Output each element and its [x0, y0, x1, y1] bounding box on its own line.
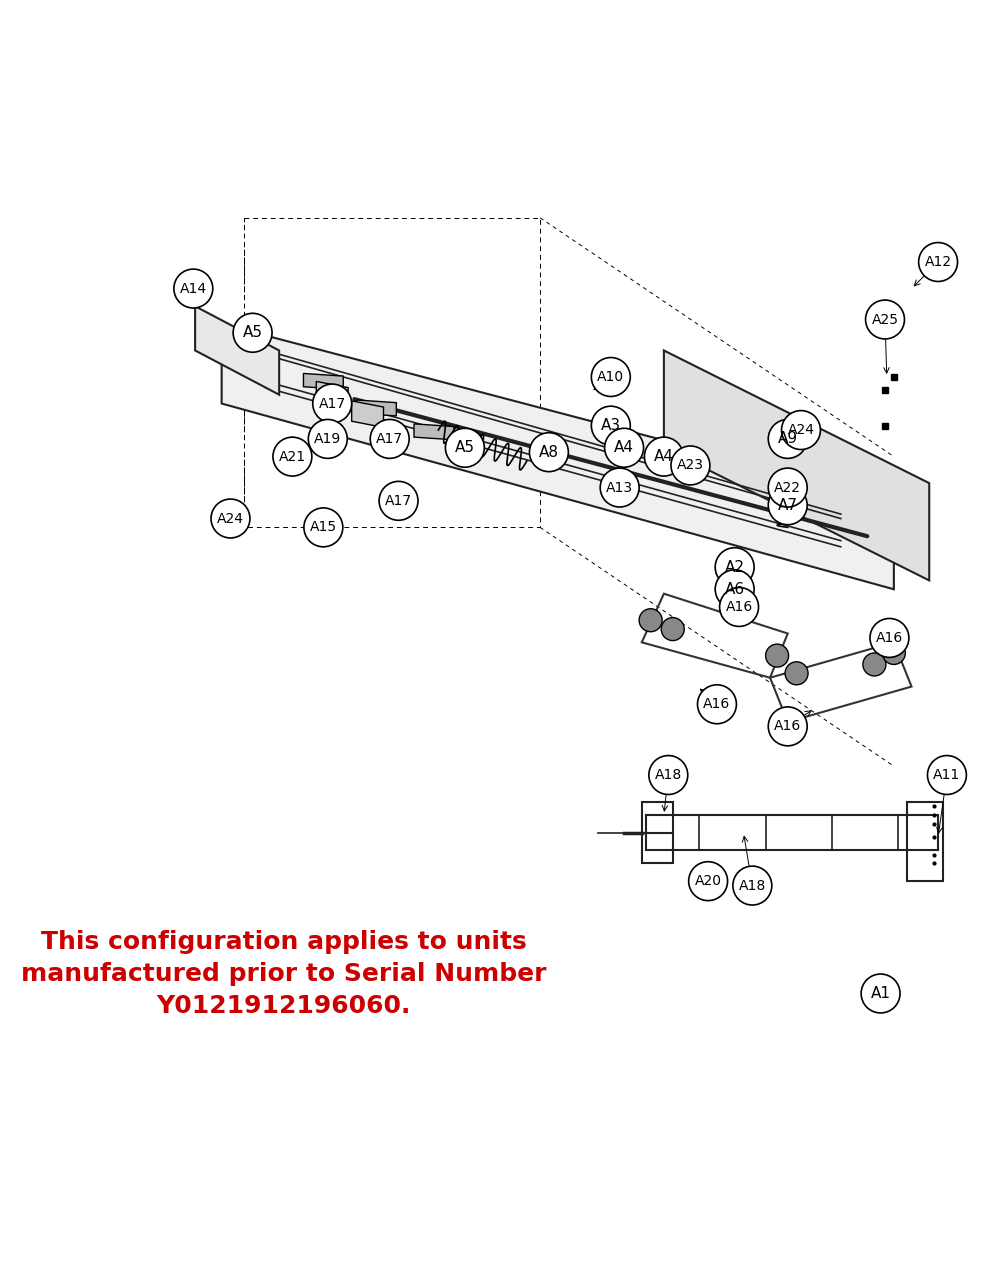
- Circle shape: [782, 411, 820, 450]
- Circle shape: [927, 755, 966, 794]
- Circle shape: [174, 269, 213, 308]
- Text: A4: A4: [654, 449, 674, 464]
- Text: A19: A19: [314, 432, 341, 446]
- Text: A23: A23: [677, 459, 704, 473]
- Circle shape: [661, 617, 684, 641]
- Circle shape: [233, 313, 272, 352]
- Circle shape: [689, 862, 728, 901]
- Circle shape: [671, 446, 710, 485]
- Polygon shape: [352, 400, 384, 427]
- Text: A10: A10: [597, 370, 624, 384]
- Circle shape: [882, 641, 905, 664]
- Text: A14: A14: [180, 281, 207, 295]
- Polygon shape: [303, 374, 343, 389]
- Circle shape: [600, 468, 639, 507]
- Circle shape: [715, 570, 754, 608]
- Circle shape: [644, 437, 683, 476]
- Text: A8: A8: [539, 445, 559, 460]
- Circle shape: [919, 242, 958, 281]
- Circle shape: [870, 618, 909, 658]
- Circle shape: [768, 707, 807, 746]
- Circle shape: [785, 661, 808, 684]
- Circle shape: [768, 468, 807, 507]
- Polygon shape: [357, 400, 396, 416]
- Text: A6: A6: [725, 582, 745, 597]
- Text: A20: A20: [695, 874, 722, 888]
- Circle shape: [379, 481, 418, 521]
- Circle shape: [304, 508, 343, 547]
- Text: A24: A24: [217, 512, 244, 526]
- Text: A4: A4: [614, 440, 634, 455]
- Circle shape: [720, 588, 759, 626]
- Text: A5: A5: [455, 440, 475, 455]
- Circle shape: [861, 974, 900, 1012]
- Polygon shape: [414, 424, 454, 440]
- Text: A3: A3: [601, 418, 621, 433]
- Circle shape: [445, 428, 484, 468]
- Circle shape: [698, 684, 736, 723]
- Text: A21: A21: [279, 450, 306, 464]
- Text: A17: A17: [319, 397, 346, 411]
- Text: A25: A25: [872, 313, 899, 327]
- Circle shape: [768, 485, 807, 525]
- Text: A22: A22: [774, 480, 801, 494]
- Circle shape: [866, 300, 904, 340]
- Text: A5: A5: [243, 326, 263, 341]
- Text: A16: A16: [876, 631, 903, 645]
- Circle shape: [308, 419, 347, 459]
- Polygon shape: [195, 307, 279, 395]
- Polygon shape: [222, 324, 894, 589]
- Circle shape: [863, 653, 886, 677]
- Circle shape: [529, 433, 568, 471]
- Polygon shape: [664, 351, 929, 580]
- Circle shape: [715, 547, 754, 587]
- Circle shape: [273, 437, 312, 476]
- Text: A13: A13: [606, 480, 633, 494]
- Text: A16: A16: [774, 720, 801, 734]
- Circle shape: [605, 428, 644, 468]
- Text: A2: A2: [725, 560, 745, 575]
- Circle shape: [766, 644, 789, 668]
- Text: A17: A17: [385, 494, 412, 508]
- Text: A9: A9: [778, 431, 798, 446]
- Text: A16: A16: [725, 601, 753, 614]
- Circle shape: [733, 867, 772, 905]
- Text: A17: A17: [376, 432, 403, 446]
- Text: A18: A18: [739, 878, 766, 892]
- Text: A16: A16: [703, 697, 731, 711]
- Text: A12: A12: [925, 255, 952, 269]
- Circle shape: [211, 499, 250, 538]
- Circle shape: [591, 407, 630, 445]
- Circle shape: [313, 384, 352, 423]
- Circle shape: [639, 608, 662, 632]
- Polygon shape: [316, 381, 348, 408]
- Text: A11: A11: [933, 768, 961, 782]
- Circle shape: [649, 755, 688, 794]
- Circle shape: [370, 419, 409, 459]
- Text: A18: A18: [655, 768, 682, 782]
- Text: This configuration applies to units
manufactured prior to Serial Number
Y0121912: This configuration applies to units manu…: [21, 930, 546, 1017]
- Text: A24: A24: [787, 423, 814, 437]
- Text: A7: A7: [778, 498, 798, 513]
- Text: A15: A15: [310, 521, 337, 535]
- Text: A1: A1: [871, 986, 891, 1001]
- Circle shape: [768, 419, 807, 459]
- Circle shape: [591, 357, 630, 397]
